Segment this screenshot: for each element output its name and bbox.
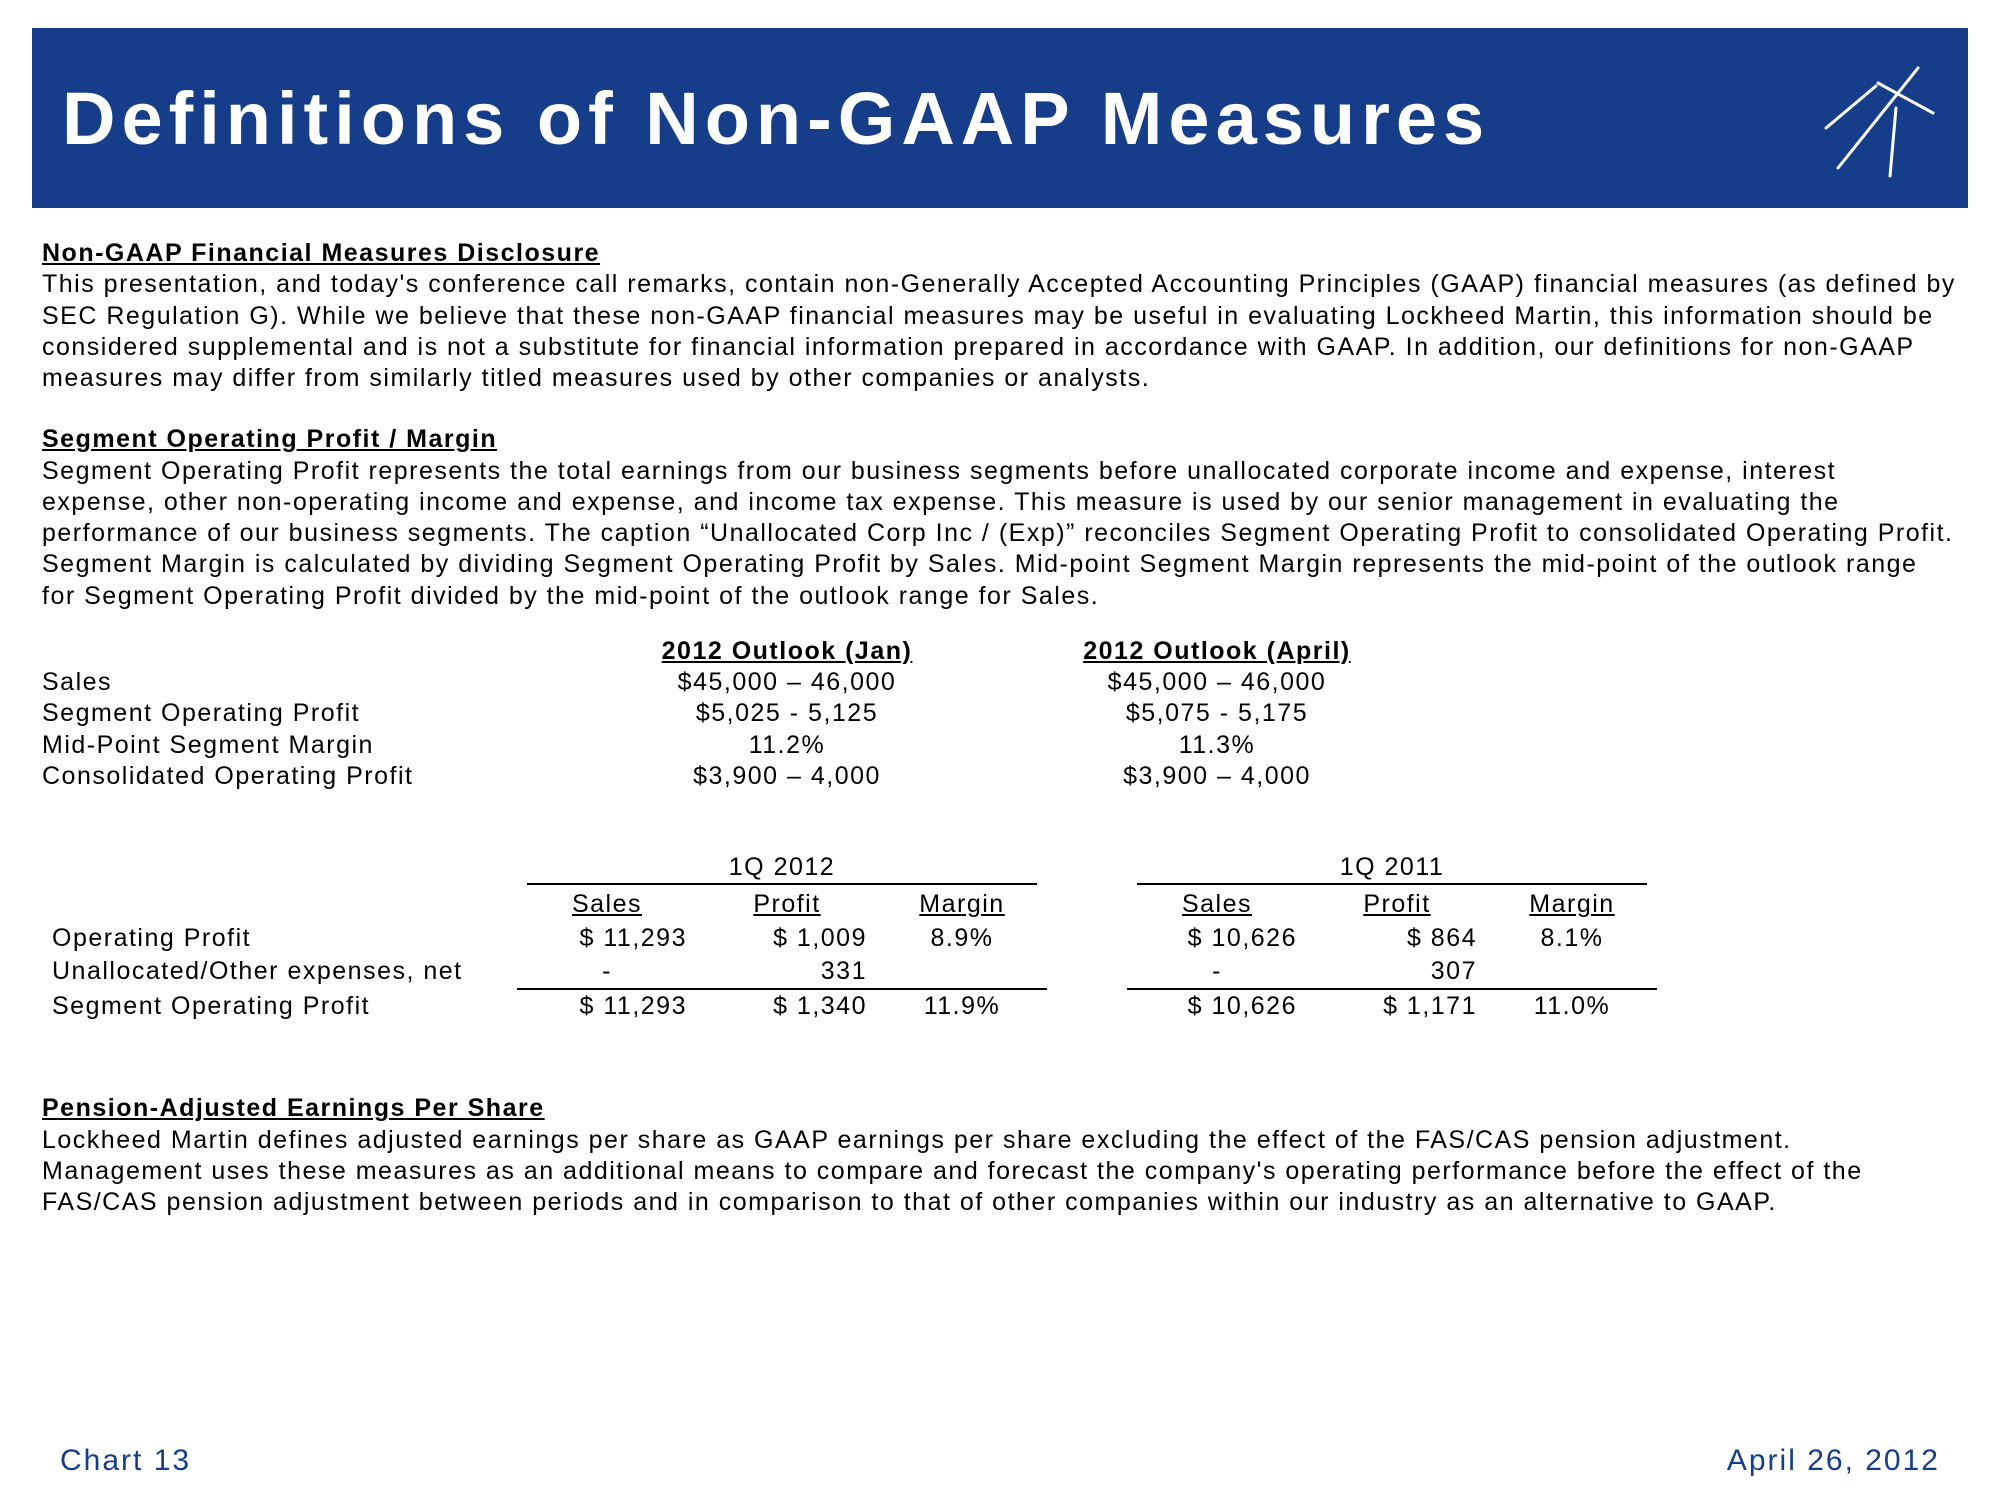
qt-col-profit: Profit	[697, 888, 877, 921]
qt-col-profit: Profit	[1307, 888, 1487, 921]
qt-cell: $ 864	[1307, 922, 1487, 955]
qt-cell	[1487, 955, 1657, 990]
qt-cell: $ 10,626	[1127, 922, 1307, 955]
slide-page: Definitions of Non-GAAP Measures Non-GAA…	[0, 0, 2000, 1500]
qt-cell: $ 1,009	[697, 922, 877, 955]
outlook-cell: 11.3%	[1002, 730, 1432, 761]
outlook-cell: $3,900 – 4,000	[1002, 761, 1432, 792]
slide-title: Definitions of Non-GAAP Measures	[62, 76, 1490, 161]
outlook-cell: $45,000 – 46,000	[572, 667, 1002, 698]
qt-cell: 11.0%	[1487, 990, 1657, 1023]
outlook-row-label: Mid-Point Segment Margin	[42, 730, 572, 761]
qt-row-label: Operating Profit	[42, 922, 517, 955]
outlook-row-label: Segment Operating Profit	[42, 698, 572, 729]
slide-footer: Chart 13 April 26, 2012	[60, 1444, 1940, 1478]
qt-cell: 11.9%	[877, 990, 1047, 1023]
outlook-cell: $5,025 - 5,125	[572, 698, 1002, 729]
qt-cell: $ 11,293	[517, 990, 697, 1023]
outlook-cell: 11.2%	[572, 730, 1002, 761]
footer-chart-number: Chart 13	[60, 1444, 191, 1478]
qt-col-margin: Margin	[877, 888, 1047, 921]
lockheed-star-icon	[1818, 58, 1938, 178]
qt-cell: 8.9%	[877, 922, 1047, 955]
qt-cell: $ 1,340	[697, 990, 877, 1023]
outlook-col2-head: 2012 Outlook (April)	[1002, 636, 1432, 667]
qt-col-sales: Sales	[517, 888, 697, 921]
outlook-cell: $5,075 - 5,175	[1002, 698, 1432, 729]
qt-cell: $ 10,626	[1127, 990, 1307, 1023]
outlook-table: 2012 Outlook (Jan) 2012 Outlook (April) …	[42, 636, 1958, 792]
pension-heading: Pension-Adjusted Earnings Per Share	[42, 1093, 1958, 1124]
outlook-cell: $3,900 – 4,000	[572, 761, 1002, 792]
qt-row-label: Unallocated/Other expenses, net	[42, 955, 517, 990]
qt-cell: -	[517, 955, 697, 990]
quarter-period1: 1Q 2012	[527, 852, 1037, 885]
slide-body: Non-GAAP Financial Measures Disclosure T…	[32, 238, 1968, 1218]
pension-body: Lockheed Martin defines adjusted earning…	[42, 1125, 1958, 1219]
outlook-cell: $45,000 – 46,000	[1002, 667, 1432, 698]
disclosure-heading: Non-GAAP Financial Measures Disclosure	[42, 238, 1958, 269]
segment-heading: Segment Operating Profit / Margin	[42, 424, 1958, 455]
outlook-col1-head: 2012 Outlook (Jan)	[572, 636, 1002, 667]
qt-col-sales: Sales	[1127, 888, 1307, 921]
quarter-table: 1Q 2012 1Q 2011 Sales Profit Margin Sale…	[42, 852, 1958, 1023]
qt-cell	[877, 955, 1047, 990]
qt-col-margin: Margin	[1487, 888, 1657, 921]
qt-cell: 307	[1307, 955, 1487, 990]
qt-row-label: Segment Operating Profit	[42, 990, 517, 1023]
qt-cell: $ 11,293	[517, 922, 697, 955]
disclosure-body: This presentation, and today's conferenc…	[42, 269, 1958, 394]
title-bar: Definitions of Non-GAAP Measures	[32, 28, 1968, 208]
outlook-row-label: Sales	[42, 667, 572, 698]
qt-cell: $ 1,171	[1307, 990, 1487, 1023]
segment-body: Segment Operating Profit represents the …	[42, 456, 1958, 612]
qt-cell: -	[1127, 955, 1307, 990]
footer-date: April 26, 2012	[1727, 1444, 1940, 1478]
quarter-period2: 1Q 2011	[1137, 852, 1647, 885]
qt-cell: 331	[697, 955, 877, 990]
outlook-row-label: Consolidated Operating Profit	[42, 761, 572, 792]
qt-cell: 8.1%	[1487, 922, 1657, 955]
